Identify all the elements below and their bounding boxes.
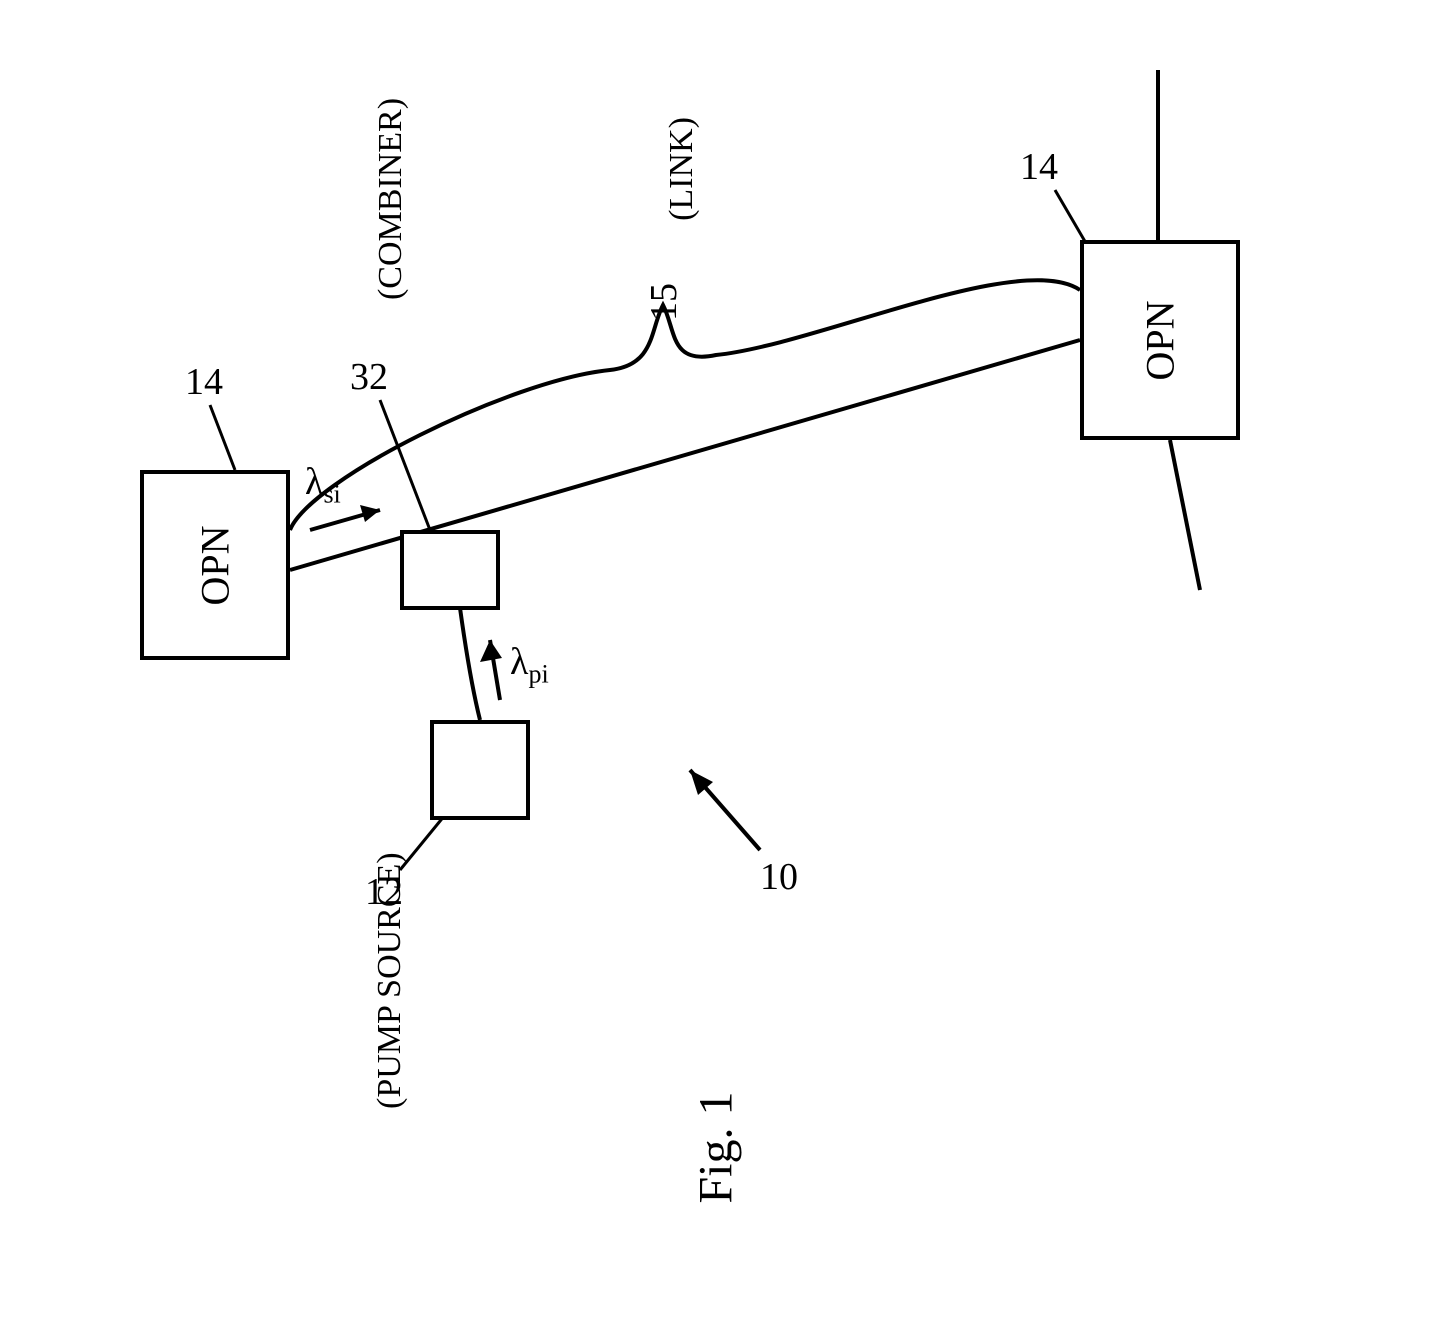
- leader-32: [380, 400, 430, 530]
- diagram-canvas: OPN OPN 14 14 32 12 10 15 (LINK) (COMBIN…: [0, 0, 1430, 1332]
- ref-14-left: 14: [185, 360, 223, 404]
- lambda-si: λsi: [305, 460, 341, 510]
- opn-right-box: OPN: [1080, 240, 1240, 440]
- lambda-si-sym: λ: [305, 461, 323, 503]
- opn-left-box: OPN: [140, 470, 290, 660]
- ref-14-right: 14: [1020, 145, 1058, 189]
- paren-pump-source: (PUMP SOURCE): [371, 929, 409, 1109]
- pump-to-combiner-line: [460, 608, 480, 720]
- combiner-box: [400, 530, 500, 610]
- opn-right-label: OPN: [1137, 300, 1184, 380]
- lambda-pi-sub: pi: [528, 660, 548, 689]
- arrow-lambda-si-head: [360, 505, 380, 522]
- paren-link: (LINK): [663, 117, 701, 221]
- lambda-pi-sym: λ: [510, 641, 528, 683]
- ref-10: 10: [760, 855, 798, 899]
- lambda-pi: λpi: [510, 640, 549, 690]
- opn-right-bottom-line: [1170, 440, 1200, 590]
- figure-caption: Fig. 1: [689, 1091, 744, 1203]
- ref-32: 32: [350, 355, 388, 399]
- lambda-si-sub: si: [323, 480, 340, 509]
- pump-source-box: [430, 720, 530, 820]
- paren-combiner: (COMBINER): [372, 98, 410, 300]
- leader-14-left: [210, 405, 235, 470]
- opn-left-label: OPN: [192, 525, 239, 605]
- ref-15: 15: [642, 283, 686, 321]
- arrow-lambda-pi-head: [480, 640, 502, 662]
